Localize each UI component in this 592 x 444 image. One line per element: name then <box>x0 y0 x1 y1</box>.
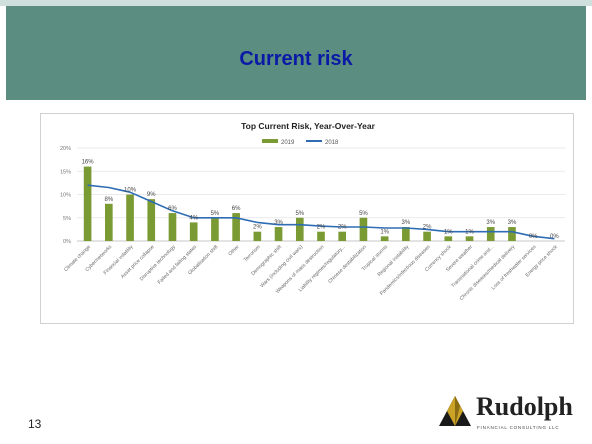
data-label: 1% <box>465 229 474 235</box>
data-label: 3% <box>274 220 283 226</box>
bar-2019 <box>232 213 240 241</box>
data-label: 6% <box>168 206 177 212</box>
data-label: 1% <box>444 229 453 235</box>
logo-wordmark: Rudolph <box>476 392 573 421</box>
bar-2019 <box>83 166 92 241</box>
data-labels: 16% 8% 10% 9% 6% 4% 5% 6% 2% 3% 5% 2% 2% 5% 1% 3% 2% 1% 1%… <box>82 160 560 240</box>
data-label: 3% <box>486 220 495 226</box>
bar-2019 <box>465 236 474 241</box>
bar-2019 <box>359 217 368 241</box>
bar-2019 <box>444 236 453 241</box>
legend-label-2018: 2018 <box>325 140 339 146</box>
bar-2019 <box>317 231 325 241</box>
data-label: 9% <box>147 192 156 198</box>
data-label: 5% <box>359 211 368 217</box>
bar-2019 <box>147 199 156 241</box>
bar-2019 <box>402 227 410 241</box>
data-label: 4% <box>189 215 198 221</box>
legend-swatch-2019 <box>262 139 278 143</box>
bar-2019 <box>295 217 304 241</box>
data-label: 2% <box>253 225 262 231</box>
bar-2019 <box>423 231 431 241</box>
bar-2019 <box>508 227 516 241</box>
top-accent-bar <box>0 0 592 6</box>
chart-frame: Top Current Risk, Year-Over-Year 2019 20… <box>40 113 574 324</box>
bar-2019 <box>338 231 347 241</box>
bar-2019 <box>126 194 134 241</box>
page-number: 13 <box>28 417 42 431</box>
data-label: 5% <box>295 211 304 217</box>
bar-2019 <box>105 203 113 241</box>
data-label: 2% <box>317 225 326 231</box>
slide-title: Current risk <box>239 48 353 70</box>
logo-tagline: FINANCIAL CONSULTING LLC <box>477 425 560 430</box>
bar-2019 <box>486 227 495 241</box>
chart-title: Top Current Risk, Year-Over-Year <box>241 121 376 131</box>
data-label: 3% <box>508 220 517 226</box>
data-label: 2% <box>338 225 347 231</box>
header-band <box>6 6 586 100</box>
data-label: 6% <box>232 206 241 212</box>
legend-label-2019: 2019 <box>281 140 295 146</box>
data-label: 2% <box>423 225 432 231</box>
data-label: 8% <box>104 197 113 203</box>
chart: Top Current Risk, Year-Over-Year 2019 20… <box>60 121 565 302</box>
data-label: 0% <box>550 234 559 240</box>
y-tick-label: 5% <box>63 216 71 222</box>
bar-2019 <box>168 213 177 241</box>
y-tick-label: 20% <box>60 146 71 152</box>
x-tick-label: Disruptive technology <box>139 244 177 282</box>
line-2018 <box>87 184 555 240</box>
data-label: 10% <box>124 188 137 194</box>
x-tick-label: Failed and failing states <box>157 244 199 286</box>
y-tick-label: 0% <box>63 239 71 245</box>
data-label: 0% <box>529 234 538 240</box>
logo-mark-icon <box>439 396 471 426</box>
rudolph-logo: Rudolph FINANCIAL CONSULTING LLC <box>438 392 573 435</box>
data-label: 3% <box>402 220 411 226</box>
x-tick-label: Terrorism <box>243 244 262 263</box>
chart-legend: 2019 2018 <box>262 139 339 146</box>
bar-2019 <box>211 217 219 241</box>
bar-2019 <box>380 236 389 241</box>
bar-series-2019 <box>83 166 516 241</box>
data-label: 1% <box>380 229 389 235</box>
data-label: 5% <box>211 211 220 217</box>
bar-2019 <box>189 222 198 241</box>
data-label: 16% <box>82 160 95 166</box>
y-axis: 0% 5% 10% 15% 20% <box>60 146 71 245</box>
x-tick-label: Other <box>227 244 240 257</box>
y-tick-label: 10% <box>60 193 71 199</box>
x-tick-label: Chinese destabilization <box>327 244 368 285</box>
bar-2019 <box>274 227 283 241</box>
bar-2019 <box>253 231 262 241</box>
y-tick-label: 15% <box>60 169 71 175</box>
line-series-2018 <box>87 184 555 240</box>
